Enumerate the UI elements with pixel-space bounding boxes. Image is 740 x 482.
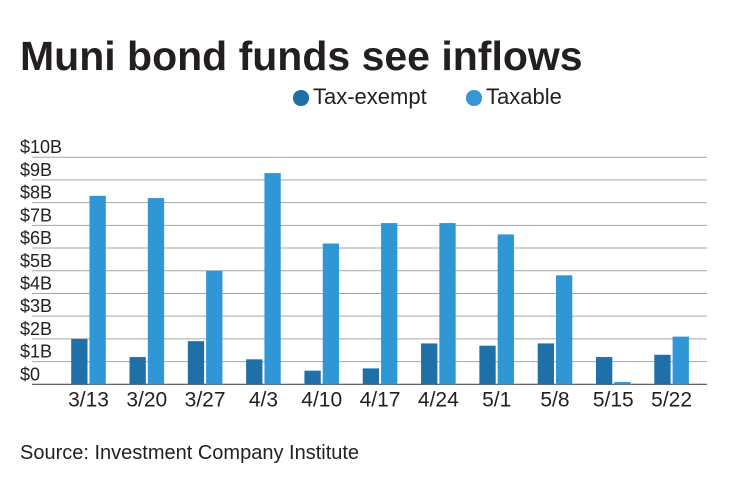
svg-text:$4B: $4B — [20, 273, 52, 293]
svg-text:4/24: 4/24 — [418, 388, 459, 411]
svg-text:5/15: 5/15 — [593, 388, 634, 411]
svg-text:$10B: $10B — [20, 137, 62, 157]
svg-text:$0: $0 — [20, 364, 40, 384]
svg-text:$9B: $9B — [20, 160, 52, 180]
svg-text:$1B: $1B — [20, 342, 52, 362]
svg-text:$8B: $8B — [20, 183, 52, 203]
svg-text:$3B: $3B — [20, 296, 52, 316]
svg-text:$7B: $7B — [20, 205, 52, 225]
svg-text:5/8: 5/8 — [540, 388, 569, 411]
svg-text:$5B: $5B — [20, 251, 52, 271]
svg-text:3/13: 3/13 — [68, 388, 109, 411]
svg-text:3/27: 3/27 — [185, 388, 226, 411]
svg-text:4/3: 4/3 — [249, 388, 278, 411]
svg-text:$2B: $2B — [20, 319, 52, 339]
svg-text:4/10: 4/10 — [301, 388, 342, 411]
svg-text:5/1: 5/1 — [482, 388, 511, 411]
svg-text:$6B: $6B — [20, 228, 52, 248]
svg-text:3/20: 3/20 — [126, 388, 167, 411]
svg-text:5/22: 5/22 — [651, 388, 692, 411]
svg-text:4/17: 4/17 — [360, 388, 401, 411]
